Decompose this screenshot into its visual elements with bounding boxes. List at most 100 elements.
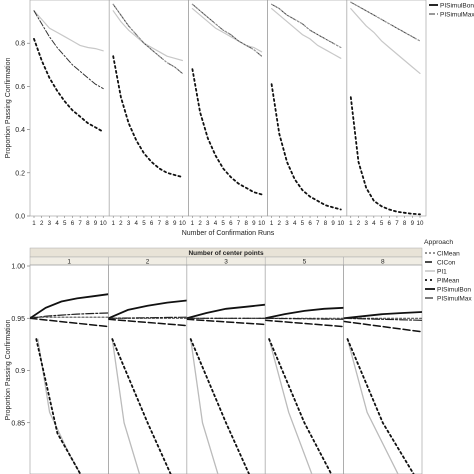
top-x-tick-label: 10 xyxy=(258,220,265,227)
top-x-tick-label: 4 xyxy=(372,220,376,227)
top-x-tick-label: 4 xyxy=(293,220,297,227)
top-x-tick-label: 2 xyxy=(198,220,202,227)
top-x-tick-label: 9 xyxy=(173,220,177,227)
bottom-y-axis-label: Proportion Passing Confirmation xyxy=(5,320,12,421)
top-x-tick-label: 1 xyxy=(111,220,115,227)
top-panel-frame xyxy=(346,0,427,217)
top-x-tick-label: 9 xyxy=(252,220,256,227)
panel-label: 1 xyxy=(67,259,71,266)
series-line-pi1 xyxy=(268,338,313,474)
series-line-pisimulmax xyxy=(108,316,187,319)
series-line-pi1 xyxy=(271,8,342,59)
series-line-pi1 xyxy=(37,338,82,474)
top-x-tick-label: 1 xyxy=(191,220,195,227)
top-x-tick-label: 7 xyxy=(158,220,162,227)
legend-label: PI1 xyxy=(437,269,447,276)
bottom-panel-plot xyxy=(108,299,187,474)
series-line-pimean xyxy=(191,68,263,196)
top-x-tick-label: 5 xyxy=(301,220,305,227)
top-x-tick-label: 8 xyxy=(165,220,169,227)
bottom-panel-frame xyxy=(343,264,423,474)
series-line-pimean xyxy=(33,38,105,133)
top-x-tick-label: 1 xyxy=(32,220,36,227)
top-x-tick-label: 3 xyxy=(206,220,210,227)
series-line-pimean xyxy=(268,338,333,474)
top-x-tick-label: 4 xyxy=(55,220,59,227)
series-line-pimean xyxy=(349,96,421,216)
top-x-tick-label: 7 xyxy=(78,220,82,227)
top-x-tick-label: 5 xyxy=(63,220,67,227)
top-x-tick-label: 7 xyxy=(316,220,320,227)
bottom-chart: Number of center points Proportion Passin… xyxy=(5,239,472,474)
top-x-tick-label: 8 xyxy=(324,220,328,227)
top-x-tick-label: 3 xyxy=(127,220,131,227)
top-y-tick-label: 0.4 xyxy=(15,127,25,134)
top-chart: Proportion Passing Confirmation 0.0 0.2 0.4… xyxy=(5,0,474,237)
top-panel-frame xyxy=(108,0,189,217)
series-line-cicon xyxy=(108,318,187,327)
series-line-pisimulbon xyxy=(33,10,104,90)
bottom-panel-plot xyxy=(30,293,109,474)
series-line-pi1 xyxy=(33,10,104,52)
series-line-pisimulbon xyxy=(186,303,266,320)
series-line-pi1 xyxy=(346,338,399,474)
top-x-tick-label: 10 xyxy=(100,220,107,227)
series-line-pisimulbon xyxy=(343,311,423,320)
series-line-pisimulbon xyxy=(112,3,183,74)
series-line-pisimulmax xyxy=(112,3,183,74)
series-line-pisimulbon xyxy=(30,293,109,320)
series-line-pi1 xyxy=(350,8,421,74)
top-x-tick-label: 7 xyxy=(237,220,241,227)
panel-label: 3 xyxy=(224,259,228,266)
bottom-panel-frame xyxy=(186,264,266,474)
series-line-pisimulmax xyxy=(265,317,344,320)
top-panel-frame xyxy=(29,0,110,217)
top-y-tick-label: 0.2 xyxy=(15,170,25,177)
panel-label: 8 xyxy=(381,259,385,266)
series-line-cicon xyxy=(343,320,423,333)
series-line-cicon xyxy=(186,318,266,326)
bottom-y-tick-label: 0.85 xyxy=(11,420,25,427)
top-x-tick-label: 2 xyxy=(40,220,44,227)
legend-title: Approach xyxy=(424,239,453,246)
top-x-tick-label: 5 xyxy=(221,220,225,227)
series-line-pisimulmax xyxy=(191,3,263,57)
top-x-tick-label: 8 xyxy=(86,220,90,227)
legend-label: PISimulBon xyxy=(440,3,474,10)
top-y-axis-label: Proportion Passing Confirmation xyxy=(5,58,12,159)
top-x-tick-label: 6 xyxy=(308,220,312,227)
bottom-y-tick-label: 0.95 xyxy=(11,316,25,323)
top-x-tick-label: 6 xyxy=(150,220,154,227)
strip-title: Number of center points xyxy=(188,250,264,257)
series-line-pisimulbon xyxy=(108,299,187,320)
top-x-tick-label: 10 xyxy=(179,220,186,227)
legend-label: CICon xyxy=(437,260,456,267)
legend-label: PIMean xyxy=(437,278,460,285)
top-x-tick-label: 3 xyxy=(364,220,368,227)
top-y-tick-label: 0.0 xyxy=(15,214,25,221)
legend-label: CIMean xyxy=(437,251,460,258)
series-line-pimean xyxy=(35,338,82,474)
top-x-tick-label: 7 xyxy=(395,220,399,227)
bottom-y-tick-label: 1.00 xyxy=(11,264,25,271)
series-line-pi1 xyxy=(112,10,183,62)
top-x-axis-label: Number of Confirmation Runs xyxy=(182,230,275,237)
series-line-pisimulmax xyxy=(30,312,109,319)
top-x-tick-label: 6 xyxy=(71,220,75,227)
top-y-tick-label: 0.8 xyxy=(15,41,25,48)
top-x-tick-label: 5 xyxy=(142,220,146,227)
top-x-tick-label: 9 xyxy=(331,220,335,227)
top-x-tick-label: 6 xyxy=(388,220,392,227)
series-line-cicon xyxy=(265,319,344,328)
top-x-tick-label: 8 xyxy=(244,220,248,227)
top-x-tick-label: 2 xyxy=(119,220,123,227)
top-x-tick-label: 10 xyxy=(337,220,344,227)
legend-label: PISimulBon xyxy=(437,287,471,294)
series-line-pimean xyxy=(111,338,172,474)
top-panel-frame xyxy=(188,0,268,217)
legend-label: PISimulMax xyxy=(437,296,472,303)
series-line-pimean xyxy=(270,83,342,211)
legend-label: PISimulMax xyxy=(440,12,474,19)
series-line-pisimulmax xyxy=(343,317,423,321)
top-x-tick-label: 4 xyxy=(214,220,218,227)
